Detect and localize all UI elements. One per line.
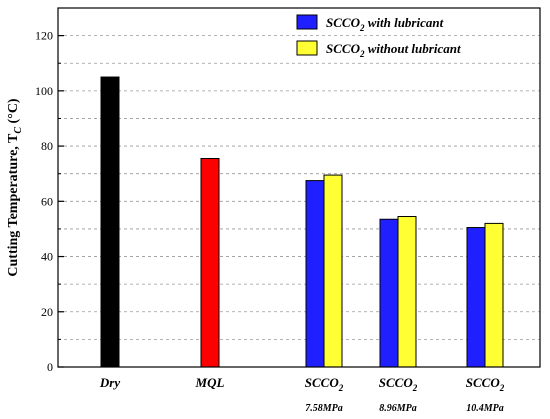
y-tick-label: 120 (35, 29, 53, 43)
legend-swatch (296, 14, 318, 30)
bar-series2-cat5 (484, 222, 504, 368)
bar-series2-cat4 (397, 215, 417, 368)
x-axis-category-labels: Dry MQL SCCO2 7.58MPa SCCO2 8.96MPa SCCO2 10.4M… (99, 375, 505, 414)
x-category-label: Dry (99, 375, 120, 390)
y-tick-label: 40 (41, 250, 53, 264)
x-category-label: SCCO2 (379, 375, 418, 393)
bar-series2-cat3 (323, 174, 343, 368)
bar-mql (200, 158, 220, 368)
y-tick-label: 80 (41, 139, 53, 153)
bar-series1-cat4 (379, 218, 399, 368)
y-tick-label: 20 (41, 305, 53, 319)
y-tick-label: 60 (41, 194, 53, 208)
y-tick-label: 0 (47, 360, 53, 374)
plot-frame (57, 7, 541, 368)
y-axis-ticks: 0 20 40 60 80 100 120 (35, 29, 64, 374)
legend: SCCO2 with lubricant SCCO2 without lubric… (296, 14, 461, 59)
bar-series1-cat3 (305, 180, 325, 368)
x-category-sublabel: 10.4MPa (466, 403, 504, 414)
x-category-label: SCCO2 (466, 375, 505, 393)
legend-label: SCCO2 without lubricant (326, 41, 461, 59)
legend-label: SCCO2 with lubricant (326, 15, 444, 33)
x-category-label: MQL (195, 375, 225, 390)
bar-dry (100, 76, 120, 368)
bars (100, 76, 504, 368)
x-category-sublabel: 7.58MPa (305, 403, 343, 414)
gridlines (58, 35, 540, 340)
bar-series1-cat5 (466, 227, 486, 368)
legend-swatch (296, 40, 318, 56)
x-category-label: SCCO2 (305, 375, 344, 393)
x-category-sublabel: 8.96MPa (379, 403, 417, 414)
y-axis-label: Cutting Temperature, TC (°C) (6, 98, 24, 277)
y-tick-label: 100 (35, 84, 53, 98)
